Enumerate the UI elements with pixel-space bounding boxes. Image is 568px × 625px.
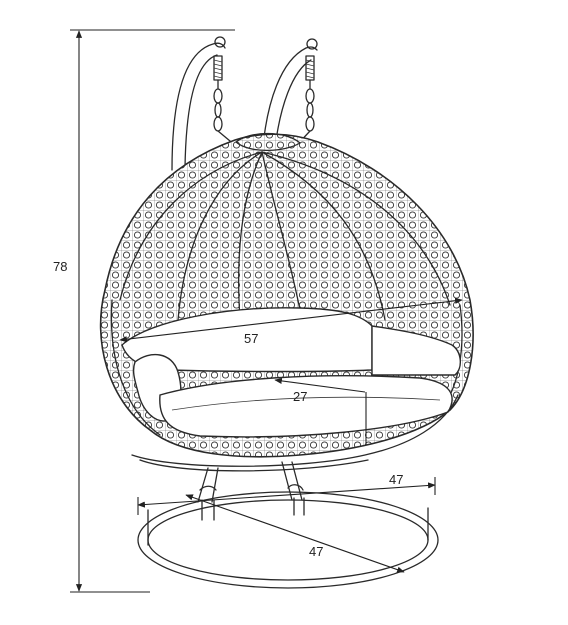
seat-depth-dimension <box>274 377 367 445</box>
basket-bottom-rim <box>131 394 459 472</box>
width-label: 57 <box>244 331 259 346</box>
seat-depth-label: 27 <box>293 389 308 404</box>
base-depth-dimension <box>185 494 405 573</box>
stand-frame <box>171 36 318 171</box>
base-depth-label: 47 <box>309 544 324 559</box>
hanging-springs-chains <box>213 55 315 147</box>
height-dimension <box>70 29 235 593</box>
height-label: 78 <box>53 259 68 274</box>
width-dimension <box>119 297 463 343</box>
base-width-label: 47 <box>389 472 404 487</box>
